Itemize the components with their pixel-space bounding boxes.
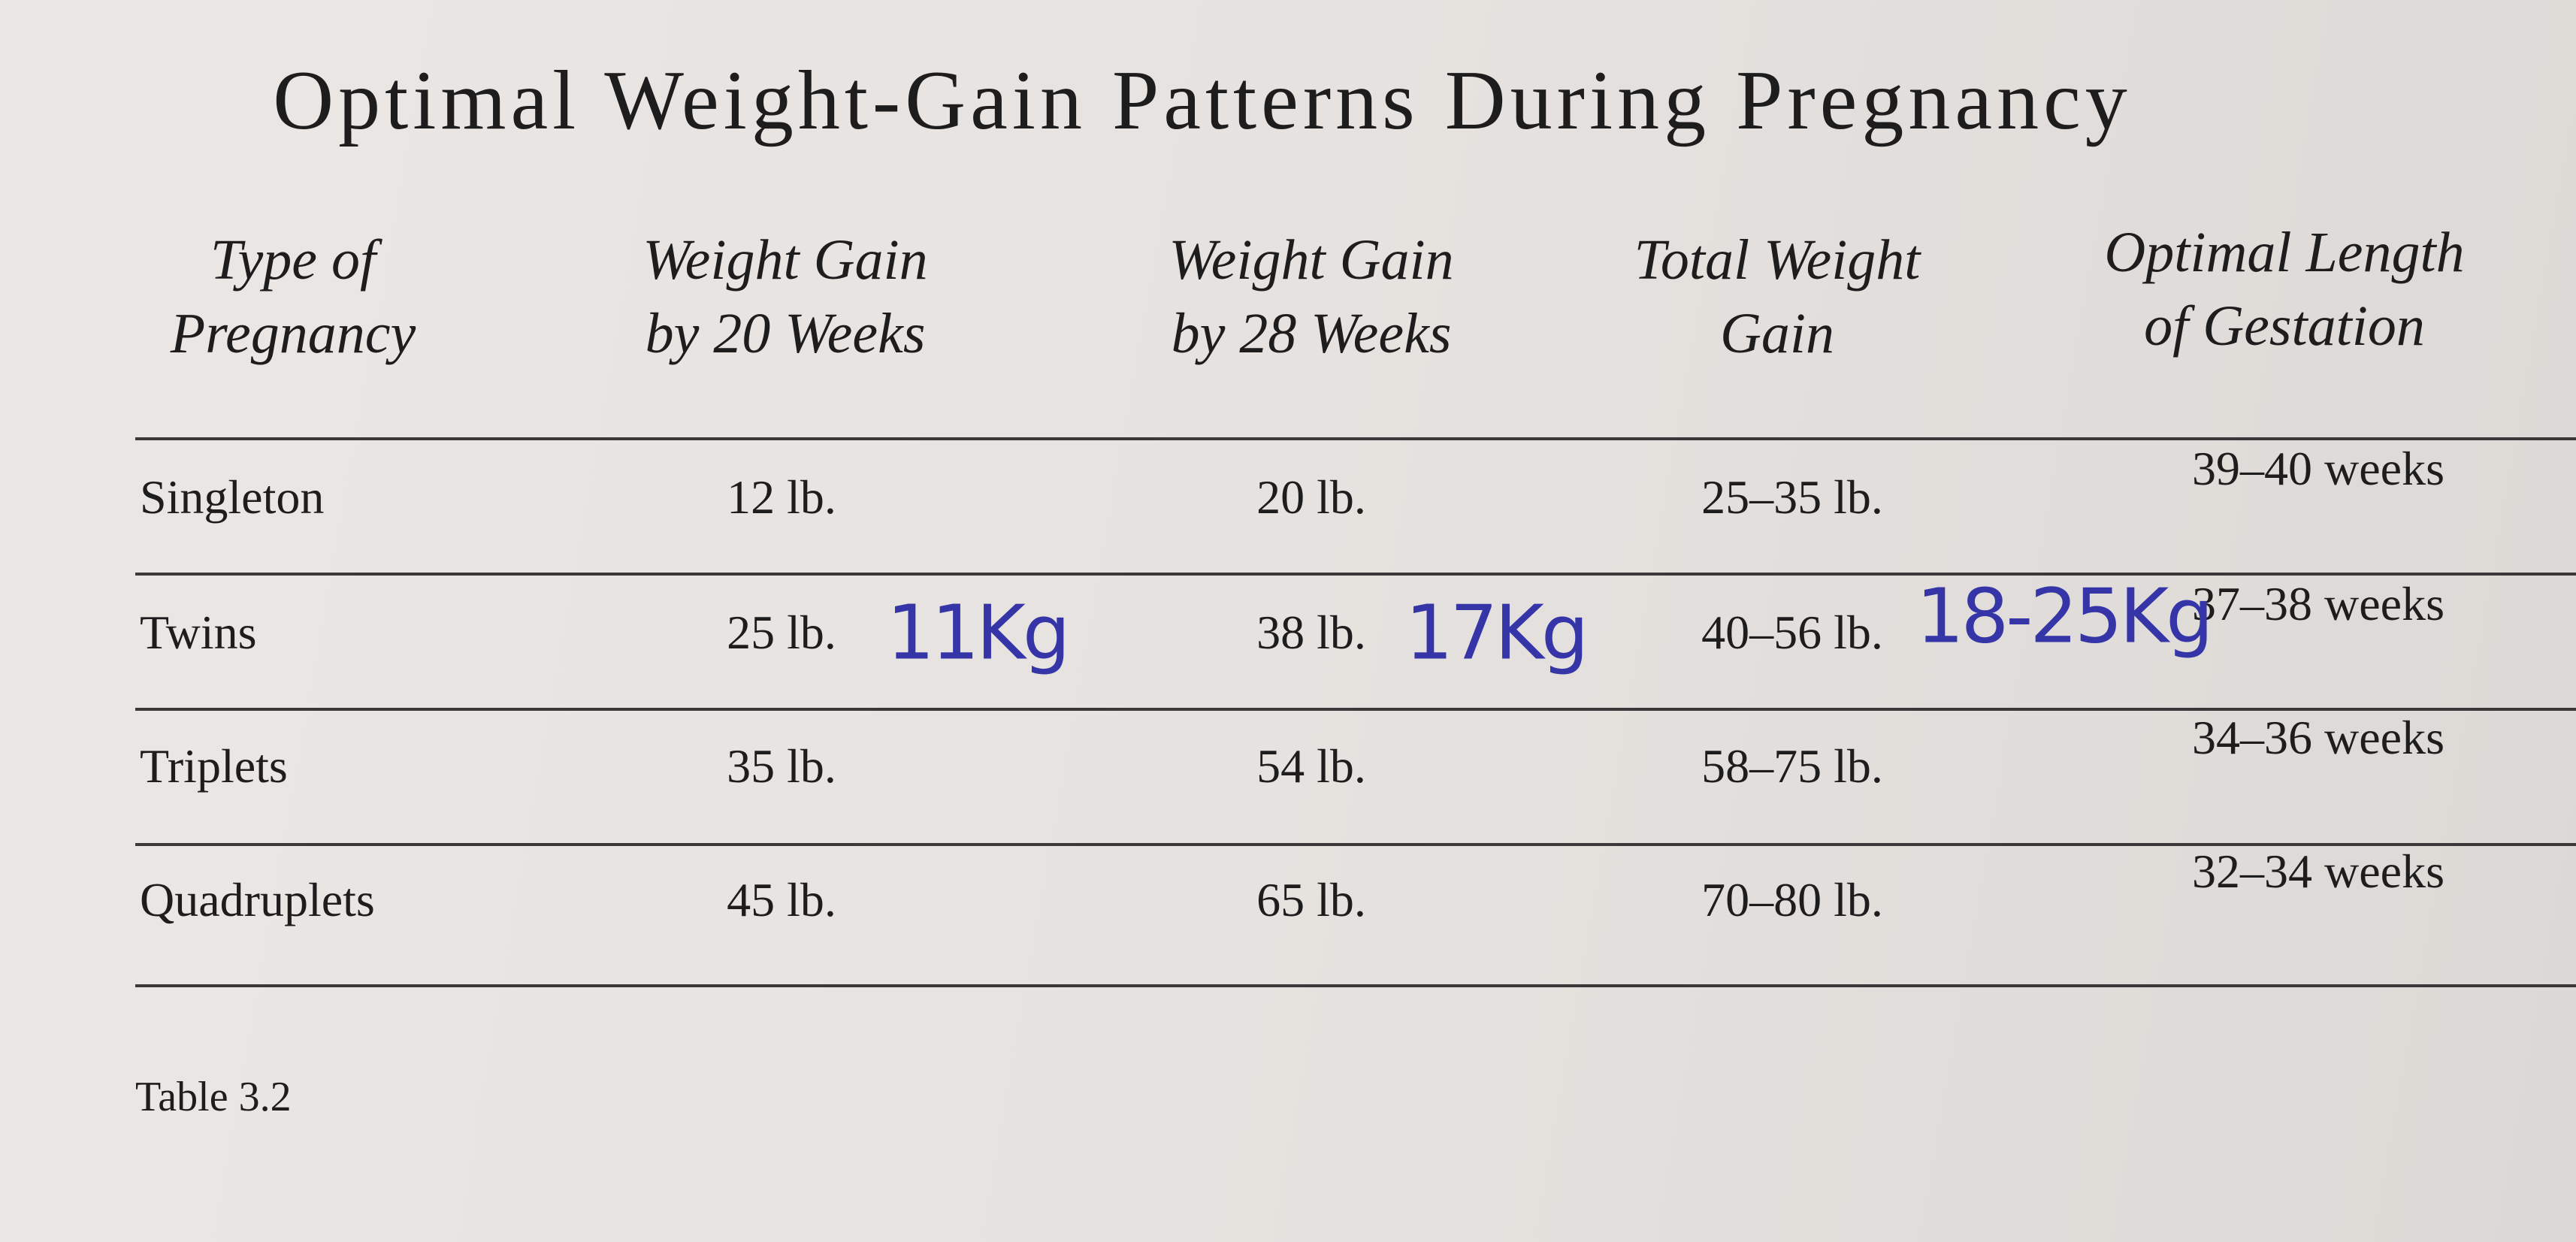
table-cell: 20 lb.	[1256, 470, 1366, 524]
row-divider	[135, 437, 2576, 440]
table-cell: 25–35 lb.	[1701, 470, 1883, 524]
column-header: Type of	[210, 228, 376, 292]
table-cell: 65 lb.	[1256, 873, 1366, 926]
handwritten-note: 11Kg	[887, 588, 1070, 677]
table-cell: 34–36 weeks	[2192, 711, 2444, 764]
table-cell: 70–80 lb.	[1701, 873, 1883, 926]
table-cell: Singleton	[140, 470, 325, 524]
column-header: by 20 Weeks	[645, 302, 926, 365]
row-divider	[135, 984, 2576, 987]
column-header: Weight Gain	[1169, 228, 1454, 292]
row-divider	[135, 843, 2576, 846]
row-divider	[135, 708, 2576, 711]
table-cell: 25 lb.	[727, 606, 836, 659]
row-divider	[135, 573, 2576, 576]
table-cell: 45 lb.	[727, 873, 836, 926]
table-cell: Triplets	[140, 739, 288, 793]
column-header: by 28 Weeks	[1171, 302, 1452, 365]
column-header: Total Weight	[1634, 228, 1921, 292]
handwritten-note: 17Kg	[1405, 588, 1589, 677]
table-cell: 37–38 weeks	[2192, 577, 2444, 630]
table-caption: Table 3.2	[135, 1074, 292, 1120]
column-header: Optimal Length	[2104, 221, 2465, 284]
column-header: Pregnancy	[170, 302, 416, 365]
handwritten-note: 18-25Kg	[1916, 572, 2214, 660]
table-cell: 38 lb.	[1256, 606, 1366, 659]
table-cell: 12 lb.	[727, 470, 836, 524]
table-cell: 35 lb.	[727, 739, 836, 793]
column-header: Gain	[1720, 302, 1834, 365]
table-cell: 40–56 lb.	[1701, 606, 1883, 659]
table-cell: Twins	[140, 606, 257, 659]
table-cell: 39–40 weeks	[2192, 442, 2444, 495]
table-cell: 32–34 weeks	[2192, 845, 2444, 898]
table-cell: Quadruplets	[140, 873, 375, 926]
table-title: Optimal Weight-Gain Patterns During Preg…	[273, 54, 2132, 147]
table-cell: 54 lb.	[1256, 739, 1366, 793]
column-header: of Gestation	[2144, 295, 2425, 358]
column-header: Weight Gain	[642, 228, 928, 292]
table-cell: 58–75 lb.	[1701, 739, 1883, 793]
